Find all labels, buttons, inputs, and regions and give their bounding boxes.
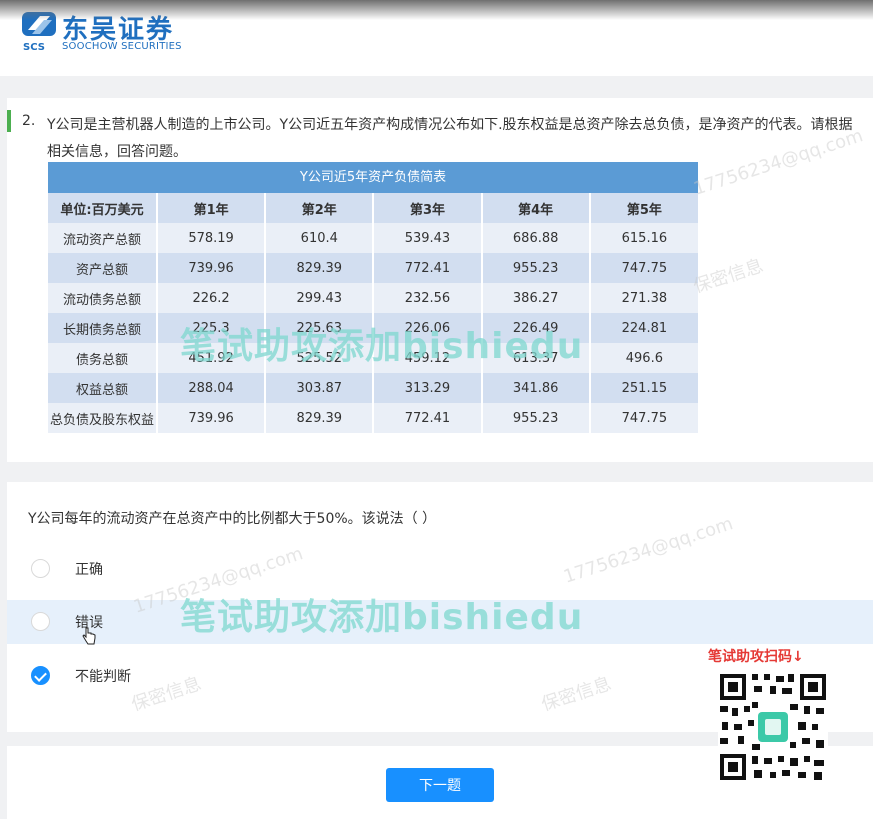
row-label-cell: 总负债及股东权益 — [48, 403, 157, 433]
row-label-cell: 资产总额 — [48, 253, 157, 283]
table-header-row: 单位:百万美元 第1年 第2年 第3年 第4年 第5年 — [48, 193, 698, 223]
radio-button[interactable] — [31, 559, 50, 578]
table-cell: 459.12 — [372, 343, 482, 373]
row-label-cell: 流动债务总额 — [48, 283, 157, 313]
table-cell: 226.2 — [155, 283, 266, 313]
table-header-cell: 第4年 — [480, 193, 590, 223]
table-cell: 313.29 — [372, 373, 482, 403]
table-cell: 747.75 — [588, 253, 698, 283]
table-cell: 955.23 — [480, 253, 590, 283]
logo-name-cn: 东吴证券 — [62, 15, 175, 45]
radio-button-checked[interactable] — [31, 666, 50, 685]
window-top-shadow — [0, 0, 873, 20]
option-cannot-judge[interactable]: 不能判断 — [7, 654, 873, 698]
table-cell: 386.27 — [480, 283, 590, 313]
question-number: 2. — [22, 113, 36, 129]
option-label: 不能判断 — [75, 669, 131, 685]
table-cell: 739.96 — [155, 253, 266, 283]
table-header-cell: 单位:百万美元 — [48, 193, 157, 223]
table-header-cell: 第5年 — [588, 193, 698, 223]
table-cell: 451.92 — [155, 343, 266, 373]
table-cell: 225.63 — [264, 313, 374, 343]
qr-caption: 笔试助攻扫码↓ — [708, 649, 804, 665]
hand-cursor-icon — [82, 627, 96, 645]
row-label-cell: 长期债务总额 — [48, 313, 157, 343]
table-body: 单位:百万美元 第1年 第2年 第3年 第4年 第5年 流动资产总额 578.1… — [48, 193, 698, 433]
question-accent-bar — [7, 110, 11, 132]
balance-sheet-table: Y公司近5年资产负债简表 单位:百万美元 第1年 第2年 第3年 第4年 第5年… — [48, 162, 698, 433]
table-cell: 225.3 — [155, 313, 266, 343]
table-row: 长期债务总额 225.3 225.63 226.06 226.49 224.81 — [48, 313, 698, 343]
logo-abbr: SCS — [23, 42, 45, 52]
logo-name-en: SOOCHOW SECURITIES — [62, 41, 182, 52]
table-cell: 525.52 — [264, 343, 374, 373]
table-cell: 226.06 — [372, 313, 482, 343]
qr-code-icon — [718, 672, 828, 782]
option-label: 正确 — [75, 562, 103, 578]
table-row: 流动债务总额 226.2 299.43 232.56 386.27 271.38 — [48, 283, 698, 313]
table-header-cell: 第3年 — [372, 193, 482, 223]
radio-button[interactable] — [31, 612, 50, 631]
table-cell: 829.39 — [264, 253, 374, 283]
table-row: 流动资产总额 578.19 610.4 539.43 686.88 615.16 — [48, 223, 698, 253]
table-cell: 303.87 — [264, 373, 374, 403]
table-cell: 955.23 — [480, 403, 590, 433]
table-row: 权益总额 288.04 303.87 313.29 341.86 251.15 — [48, 373, 698, 403]
question-text: Y公司是主营机器人制造的上市公司。Y公司近五年资产构成情况公布如下.股东权益是总… — [47, 117, 853, 160]
table-cell: 739.96 — [155, 403, 266, 433]
table-cell: 288.04 — [155, 373, 266, 403]
table-cell: 772.41 — [372, 403, 482, 433]
table-cell: 578.19 — [155, 223, 266, 253]
option-label: 错误 — [75, 615, 103, 631]
table-cell: 271.38 — [588, 283, 698, 313]
overlay-watermark: 笔试助攻添加bishiedu — [180, 597, 584, 638]
sub-question-text: Y公司每年的流动资产在总资产中的比例都大于50%。该说法（ ） — [28, 511, 437, 527]
table-row: 总负债及股东权益 739.96 829.39 772.41 955.23 747… — [48, 403, 698, 433]
table-cell: 341.86 — [480, 373, 590, 403]
row-label-cell: 债务总额 — [48, 343, 157, 373]
table-cell: 299.43 — [264, 283, 374, 313]
table-cell: 224.81 — [588, 313, 698, 343]
qr-code-graphic — [718, 672, 828, 782]
table-cell: 539.43 — [372, 223, 482, 253]
next-question-button[interactable]: 下一题 — [386, 768, 494, 802]
table-title: Y公司近5年资产负债简表 — [48, 162, 698, 193]
table-cell: 613.37 — [480, 343, 590, 373]
row-label-cell: 权益总额 — [48, 373, 157, 403]
option-wrong[interactable]: 错误 — [7, 600, 873, 644]
table-cell: 610.4 — [264, 223, 374, 253]
table-row: 债务总额 451.92 525.52 459.12 613.37 496.6 — [48, 343, 698, 373]
table-cell: 251.15 — [588, 373, 698, 403]
option-correct[interactable]: 正确 — [7, 547, 873, 591]
overlay-watermark: 笔试助攻添加bishiedu — [180, 326, 584, 367]
table-cell: 615.16 — [588, 223, 698, 253]
table-cell: 226.49 — [480, 313, 590, 343]
table-cell: 829.39 — [264, 403, 374, 433]
row-label-cell: 流动资产总额 — [48, 223, 157, 253]
table-cell: 686.88 — [480, 223, 590, 253]
table-cell: 747.75 — [588, 403, 698, 433]
table-cell: 232.56 — [372, 283, 482, 313]
table-row: 资产总额 739.96 829.39 772.41 955.23 747.75 — [48, 253, 698, 283]
table-cell: 496.6 — [588, 343, 698, 373]
table-header-cell: 第1年 — [155, 193, 266, 223]
table-cell: 772.41 — [372, 253, 482, 283]
table-header-cell: 第2年 — [264, 193, 374, 223]
